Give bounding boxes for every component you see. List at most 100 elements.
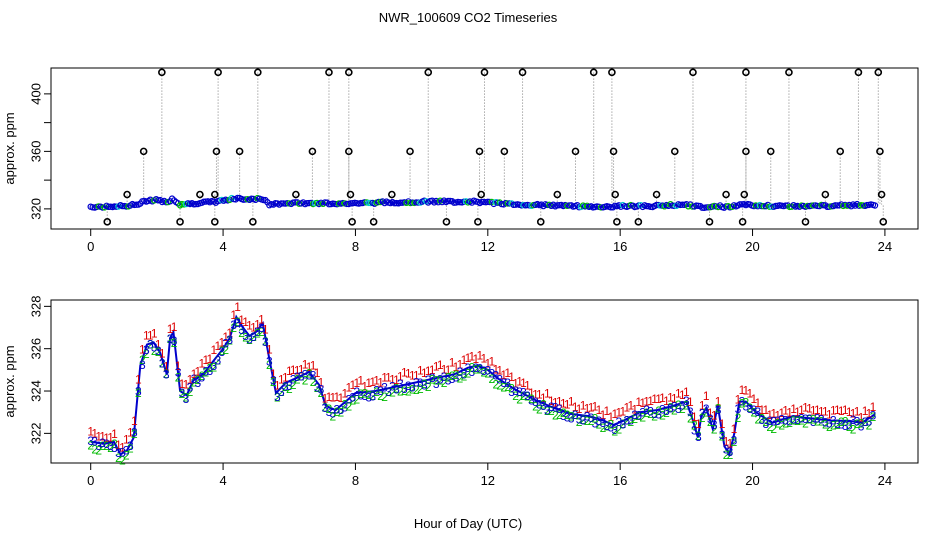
series-1-marker: 1 [770,406,777,420]
series-1-marker: 1 [556,395,563,409]
series-3-marker: 3 [806,412,813,426]
series-2-marker: 2 [627,415,634,429]
series-2-marker: 2 [322,401,329,415]
series-1-marker: 1 [99,430,106,444]
series-1-marker: 1 [322,391,329,405]
series-1-marker: 1 [719,417,726,431]
series-2-marker: 2 [195,373,202,387]
data-point [705,204,712,211]
series-1-marker: 1 [786,405,793,419]
series-2-marker: 2 [310,375,317,389]
series-1-marker: 1 [572,400,579,414]
series-3-marker: 3 [210,359,217,373]
x-tick-label: 20 [745,239,759,254]
series-3-marker: 3 [377,384,384,398]
series-1-marker: 1 [437,358,444,372]
series-3-marker: 3 [417,376,424,390]
series-3-marker: 3 [437,373,444,387]
series-1-marker: 1 [457,357,464,371]
series-3-marker: 3 [282,379,289,393]
series-1-marker: 1 [735,392,742,406]
series-3-marker: 3 [246,332,253,346]
series-3-marker: 3 [544,403,551,417]
series-2-marker: 2 [735,411,742,425]
series-2-marker: 2 [727,448,734,462]
series-2-marker: 2 [214,353,221,367]
series-3-marker: 3 [608,421,615,435]
series-2-marker: 2 [544,404,551,418]
x-tick-label: 20 [745,473,759,488]
outlier-point [388,190,396,199]
series-2-marker: 2 [782,417,789,431]
series-1-marker: 1 [191,367,198,381]
series-3-marker: 3 [691,424,698,438]
series-3-marker: 3 [218,345,225,359]
series-3-marker: 3 [107,439,114,453]
series-3-marker: 3 [858,420,865,434]
series-3-marker: 3 [814,412,821,426]
series-2-marker: 2 [679,402,686,416]
series-2-marker: 2 [496,379,503,393]
data-point [722,203,730,210]
series-2-marker: 2 [584,414,591,428]
series-1-marker: 1 [616,405,623,419]
outlier-point [536,218,545,226]
series-3-marker: 3 [790,413,797,427]
series-1-marker: 1 [306,360,313,374]
data-point [325,200,333,208]
series-3-marker: 3 [699,406,706,420]
series-1-marker: 1 [723,435,730,449]
series-2-marker: 2 [203,366,210,380]
series-1-marker: 1 [369,375,376,389]
series-3-marker: 3 [782,413,789,427]
series-3-marker: 3 [453,371,460,385]
series-1-marker: 1 [353,376,360,390]
series-1-marker: 1 [381,370,388,384]
series-2-marker: 2 [365,388,372,402]
series-2-marker: 2 [437,373,444,387]
series-2-marker: 2 [556,408,563,422]
outlier-point [345,68,353,77]
series-1-marker: 1 [500,368,507,382]
series-1-marker: 1 [139,343,146,357]
series-2-marker: 2 [381,390,388,404]
series-2-marker: 2 [826,420,833,434]
outlier-point [346,190,355,199]
series-2-marker: 2 [711,422,718,436]
x-tick-label: 24 [878,473,892,488]
series-3-marker: 3 [727,445,734,459]
outlier-point [345,147,353,156]
series-3-marker: 3 [695,430,702,444]
series-1-marker: 1 [516,374,523,388]
series-3-marker: 3 [234,316,241,330]
series-3-marker: 3 [715,403,722,417]
series-3-marker: 3 [385,385,392,399]
series-1-marker: 1 [409,368,416,382]
series-3-marker: 3 [338,403,345,417]
series-1-marker: 1 [508,370,515,384]
series-3-marker: 3 [524,389,531,403]
outlier-point [609,147,618,156]
series-1-marker: 1 [163,359,170,373]
series-1-marker: 1 [417,364,424,378]
series-2-marker: 2 [417,382,424,396]
series-3-marker: 3 [735,402,742,416]
series-1-marker: 1 [401,366,408,380]
series-3-marker: 3 [445,373,452,387]
series-3-marker: 3 [834,417,841,431]
series-2-marker: 2 [508,381,515,395]
series-2-marker: 2 [484,367,491,381]
series-2-marker: 2 [298,370,305,384]
series-1-marker: 1 [850,407,857,421]
series-2-marker: 2 [743,396,750,410]
series-2-marker: 2 [353,393,360,407]
series-2-marker: 2 [445,370,452,384]
data-point [133,201,140,208]
series-2-marker: 2 [822,417,829,431]
series-3-marker: 3 [409,381,416,395]
series-3-marker: 3 [115,446,122,460]
outlier-point [742,68,750,77]
series-1-marker: 1 [691,410,698,424]
series-1-marker: 1 [564,397,571,411]
